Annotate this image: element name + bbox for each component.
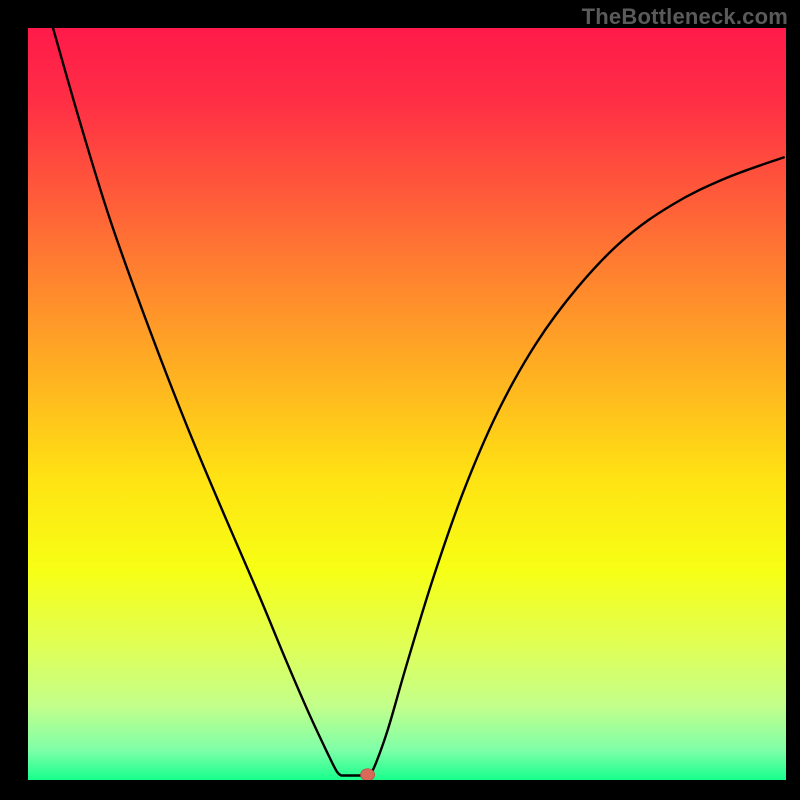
watermark-text: TheBottleneck.com <box>582 4 788 30</box>
plot-area <box>28 28 786 780</box>
optimal-point-marker <box>361 769 375 780</box>
chart-svg <box>28 28 786 780</box>
image-frame: TheBottleneck.com <box>0 0 800 800</box>
